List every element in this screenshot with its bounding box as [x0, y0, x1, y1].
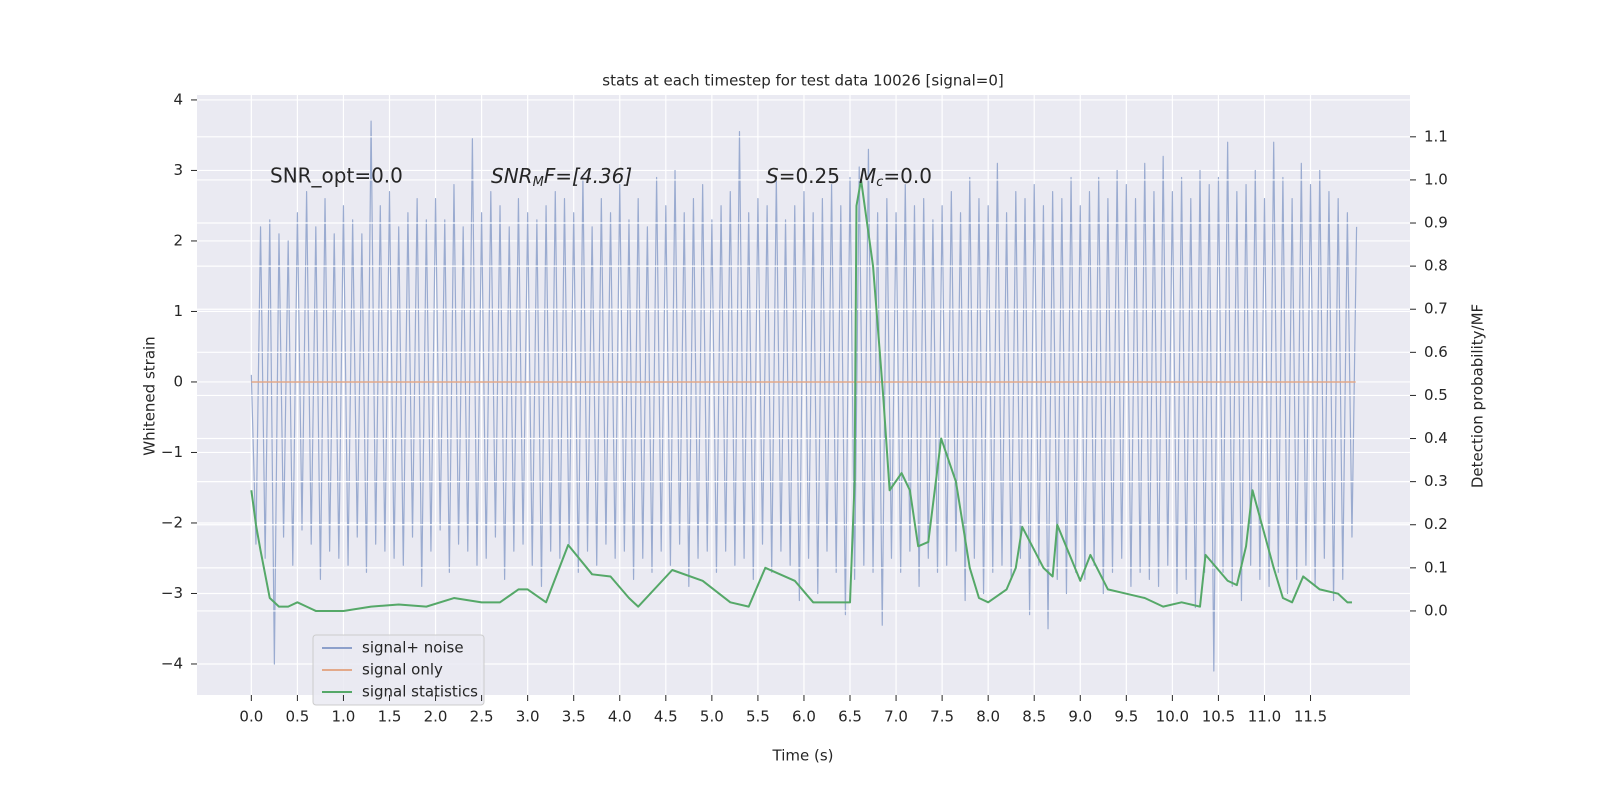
- y-tick-label: −2: [161, 513, 183, 531]
- y2-axis-label: Detection probability/MF: [1469, 304, 1487, 488]
- x-tick-label: 10.5: [1202, 708, 1235, 726]
- x-tick-label: 1.0: [332, 708, 356, 726]
- y2-tick-label: 0.9: [1424, 214, 1448, 232]
- x-tick-label: 7.5: [930, 708, 954, 726]
- x-tick-label: 6.0: [792, 708, 816, 726]
- y2-tick-label: 0.2: [1424, 515, 1448, 533]
- y-tick-label: 3: [173, 161, 183, 179]
- y-tick-label: 0: [173, 372, 183, 390]
- y-axis-label: Whitened strain: [141, 336, 159, 455]
- x-tick-label: 5.0: [700, 708, 724, 726]
- y-tick-label: −1: [161, 443, 183, 461]
- y2-tick-label: 0.6: [1424, 343, 1448, 361]
- annotation-part: SNR: [491, 164, 533, 188]
- y2-tick-label: 1.1: [1424, 127, 1448, 145]
- x-tick-label: 9.0: [1068, 708, 1092, 726]
- x-tick-label: 11.0: [1248, 708, 1281, 726]
- annotation-part: F=[4.36]: [544, 164, 632, 188]
- annotation: Mc=0.0: [859, 164, 932, 190]
- x-axis-label: Time (s): [772, 747, 834, 765]
- legend-label: signal statistics: [362, 683, 478, 701]
- annotation-part: S: [766, 164, 779, 188]
- annotation-part: =0.0: [883, 164, 932, 188]
- y-tick-label: −3: [161, 584, 183, 602]
- x-tick-label: 6.5: [838, 708, 862, 726]
- legend-label: signal+ noise: [362, 639, 464, 657]
- y-tick-label: −4: [161, 654, 183, 672]
- x-tick-label: 3.5: [562, 708, 586, 726]
- series-line: [250, 178, 1352, 612]
- series-line: [250, 120, 1358, 672]
- x-tick-label: 9.5: [1114, 708, 1138, 726]
- y2-tick-label: 0.7: [1424, 300, 1448, 318]
- x-tick-label: 0.0: [239, 708, 263, 726]
- x-tick-label: 2.5: [470, 708, 494, 726]
- x-tick-label: 5.5: [746, 708, 770, 726]
- chart-title: stats at each timestep for test data 100…: [602, 72, 1003, 90]
- y2-tick-label: 0.4: [1424, 429, 1448, 447]
- y2-tick-label: 0.3: [1424, 472, 1448, 490]
- y-tick-label: 4: [173, 90, 183, 108]
- x-tick-label: 4.5: [654, 708, 678, 726]
- x-tick-label: 8.5: [1022, 708, 1046, 726]
- y2-tick-label: 0.5: [1424, 386, 1448, 404]
- x-tick-label: 8.0: [976, 708, 1000, 726]
- y-tick-label: 2: [173, 231, 183, 249]
- x-tick-label: 3.0: [516, 708, 540, 726]
- annotation-part: c: [876, 175, 883, 190]
- annotation: S=0.25: [766, 164, 840, 188]
- y2-tick-label: 1.0: [1424, 170, 1448, 188]
- y2-tick-label: 0.1: [1424, 558, 1448, 576]
- x-tick-label: 10.0: [1156, 708, 1189, 726]
- x-tick-label: 7.0: [884, 708, 908, 726]
- annotation-part: M: [859, 164, 876, 188]
- x-tick-label: 0.5: [285, 708, 309, 726]
- x-tick-label: 2.0: [424, 708, 448, 726]
- annotation: SNR_opt=0.0: [270, 164, 403, 188]
- x-tick-label: 1.5: [378, 708, 402, 726]
- over-layer: [197, 136, 1410, 612]
- legend-label: signal only: [362, 661, 443, 679]
- annotation-part: =0.25: [779, 164, 840, 188]
- x-tick-label: 4.0: [608, 708, 632, 726]
- annotation-part: M: [533, 175, 544, 190]
- x-tick-label: 11.5: [1294, 708, 1327, 726]
- legend-box: [312, 634, 485, 706]
- annotation: SNRMF=[4.36]: [491, 164, 632, 190]
- y2-tick-label: 0.0: [1424, 601, 1448, 619]
- legend: signal+ noise signal only signal statistic…: [322, 639, 478, 701]
- y-tick-label: 1: [173, 302, 183, 320]
- y2-tick-label: 0.8: [1424, 257, 1448, 275]
